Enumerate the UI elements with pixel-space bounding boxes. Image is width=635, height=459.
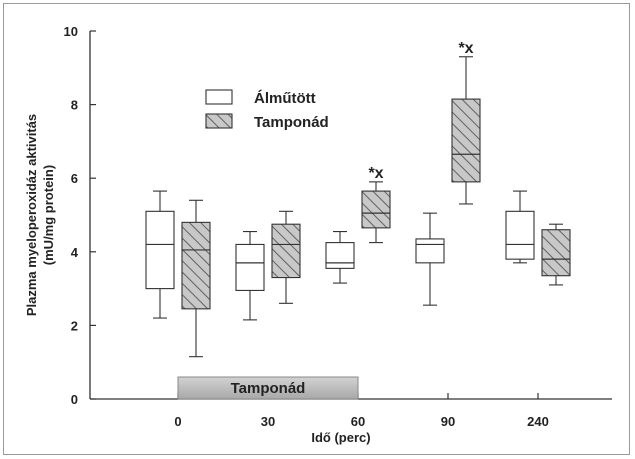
y-axis-title-line2: (mU/mg protein) [41, 165, 56, 265]
legend-label: Tamponád [254, 114, 329, 131]
x-tick-label: 0 [174, 414, 181, 429]
box-iqr [451, 98, 481, 183]
tamponad-box [451, 56, 481, 205]
y-tick-label: 10 [64, 24, 78, 39]
box-iqr [271, 223, 301, 279]
tamponad-box [181, 199, 211, 358]
box-iqr [415, 238, 445, 264]
almutott-box [505, 190, 535, 264]
legend-swatch-open [205, 89, 233, 105]
box-iqr [505, 210, 535, 260]
box-iqr [541, 229, 571, 277]
period-bar-label: Tamponád [231, 380, 306, 397]
legend-item: Tamponád [205, 113, 329, 131]
almutott-box [145, 190, 175, 319]
y-tick-label: 0 [71, 392, 78, 407]
legend-swatch-hatched [205, 113, 233, 129]
almutott-box [325, 231, 355, 284]
y-axis-title-line1: Plazma myeloperoxidáz aktivitás [24, 114, 39, 316]
tamponad-box [271, 210, 301, 304]
x-tick-label: 30 [261, 414, 275, 429]
box-iqr [145, 210, 175, 290]
tamponad-box [541, 223, 571, 286]
x-tick-label: 60 [351, 414, 365, 429]
significance-marker: *x [458, 40, 473, 57]
legend-item: Álműtött [205, 89, 316, 107]
y-tick-label: 4 [71, 245, 79, 260]
box-iqr [361, 190, 391, 229]
almutott-box [235, 231, 265, 321]
significance-marker: *x [368, 165, 383, 182]
box-iqr [181, 221, 211, 310]
period-bar [177, 376, 359, 400]
y-tick-label: 6 [71, 171, 78, 186]
y-tick-label: 2 [71, 318, 78, 333]
almutott-box [415, 212, 445, 306]
y-tick-label: 8 [71, 98, 78, 113]
box-iqr [325, 242, 355, 269]
box-iqr [235, 243, 265, 291]
x-axis-title: Idő (perc) [311, 430, 370, 445]
x-tick-label: 240 [527, 414, 549, 429]
legend-label: Álműtött [254, 90, 316, 107]
x-tick-label: 90 [441, 414, 455, 429]
tamponad-box [361, 181, 391, 244]
